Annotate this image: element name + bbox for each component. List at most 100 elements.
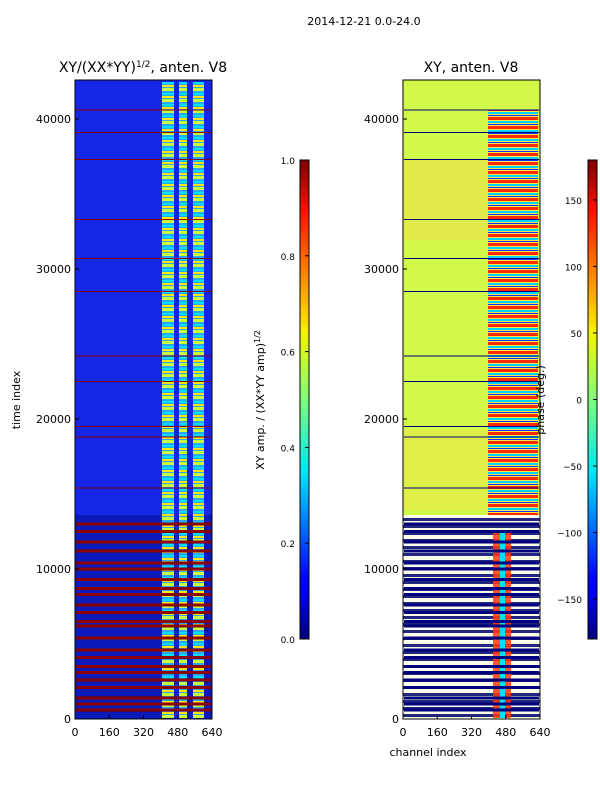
phase-xtick-label: 0 — [400, 726, 407, 739]
phase-flagged-band — [404, 567, 539, 571]
amp-xtick-label: 160 — [99, 726, 120, 739]
phase-center-track-inner — [500, 530, 505, 718]
amp-flagged-band — [76, 355, 211, 357]
amp-flagged-band — [76, 436, 211, 438]
phase-colorbar-tick-label: 100 — [565, 263, 582, 273]
phase-colorbar-tick-label: −100 — [557, 530, 582, 540]
phase-panel: XY, anten. V8 0 160 320 480 640 0 10000 20000 3… — [364, 60, 598, 759]
amp-ytick-label: 40000 — [36, 113, 71, 126]
amp-colorbar-tick-label: 0.6 — [281, 349, 296, 359]
phase-flagged-band — [404, 624, 539, 628]
amp-flagged-band — [76, 656, 211, 659]
amp-flagged-band — [76, 258, 211, 259]
amp-colorbar-tick-label: 0.4 — [281, 444, 296, 454]
phase-flagged-band — [404, 426, 539, 427]
amp-x-axis: 0 160 320 480 640 — [72, 715, 223, 739]
amp-flagged-band — [76, 678, 211, 682]
amp-flagged-band — [76, 549, 211, 553]
amp-flagged-band — [76, 648, 211, 652]
amp-xtick-label: 480 — [167, 726, 188, 739]
phase-left-haze — [403, 160, 488, 240]
phase-colorbar-tick-label: −50 — [563, 463, 582, 473]
phase-xtick-label: 320 — [461, 726, 482, 739]
amp-flagged-band — [76, 620, 211, 623]
phase-flagged-band — [404, 487, 539, 489]
phase-flagged-band — [404, 696, 539, 700]
phase-flagged-bands — [404, 109, 539, 712]
phase-flagged-band — [404, 648, 539, 652]
amp-bright-column — [193, 82, 204, 718]
phase-flagged-band — [404, 549, 539, 553]
phase-flagged-band — [404, 620, 539, 623]
amp-flagged-band — [76, 665, 211, 668]
amp-flagged-band — [76, 159, 211, 160]
amp-flagged-band — [76, 636, 211, 640]
phase-flagged-band — [404, 611, 539, 614]
amp-flagged-band — [76, 671, 211, 674]
amp-colorbar-tick-label: 0.0 — [281, 636, 296, 646]
amp-flagged-band — [76, 132, 211, 133]
amp-colorbar-label: XY amp. / (XX*YY amp)1/2 — [253, 330, 267, 470]
phase-flagged-band — [404, 593, 539, 596]
phase-colorbar-tick-label: 0 — [576, 397, 582, 407]
amp-flagged-band — [76, 611, 211, 614]
amp-flagged-band — [76, 578, 211, 581]
phase-flagged-band — [404, 291, 539, 292]
amp-flagged-band — [76, 540, 211, 544]
phase-title: XY, anten. V8 — [424, 60, 519, 76]
phase-flagged-band — [404, 603, 539, 607]
phase-flagged-band — [404, 678, 539, 682]
phase-xtick-label: 640 — [530, 726, 551, 739]
amp-colorbar-tick-label: 1.0 — [281, 157, 296, 167]
phase-flagged-band — [404, 436, 539, 438]
phase-y-axis: 0 10000 20000 30000 40000 — [364, 113, 407, 726]
phase-colorbar-tick-label: 50 — [571, 330, 583, 340]
amp-flagged-band — [76, 561, 211, 565]
phase-flagged-band — [404, 530, 539, 533]
amp-colorbar-tick-label: 0.2 — [281, 540, 295, 550]
phase-flagged-band — [404, 587, 539, 590]
phase-flagged-band — [404, 708, 539, 712]
phase-flagged-band — [404, 159, 539, 160]
phase-ytick-label: 10000 — [364, 563, 399, 576]
phase-ytick-label: 0 — [392, 713, 399, 726]
phase-flagged-band — [404, 258, 539, 259]
phase-colorbar-label: phase (deg.) — [534, 365, 547, 435]
amp-background-dark — [75, 515, 212, 719]
phase-ytick-label: 40000 — [364, 113, 399, 126]
phase-flagged-band — [404, 686, 539, 689]
phase-flagged-band — [404, 665, 539, 668]
phase-flagged-band — [404, 561, 539, 565]
amp-flagged-band — [76, 603, 211, 607]
phase-ytick-label: 30000 — [364, 263, 399, 276]
phase-flagged-band — [404, 656, 539, 659]
phase-left-haze — [403, 430, 488, 510]
amp-colorbar-tick-label: 0.8 — [281, 253, 296, 263]
phase-colorbar-tick-label: −150 — [557, 596, 582, 606]
amp-colorbar: 0.0 0.2 0.4 0.6 0.8 1.0 XY amp. / (XX*YY amp)… — [253, 157, 310, 646]
phase-flagged-band — [404, 702, 539, 706]
amp-flagged-band — [76, 381, 211, 382]
phase-ytick-label: 20000 — [364, 413, 399, 426]
amp-center-gap — [175, 82, 178, 718]
amp-bright-column — [162, 82, 174, 718]
phase-xtick-label: 160 — [427, 726, 448, 739]
amp-flagged-band — [76, 522, 211, 526]
amp-flagged-band — [76, 702, 211, 706]
phase-flagged-band — [404, 381, 539, 382]
amp-flagged-band — [76, 291, 211, 292]
phase-colorbar-tick-label: 150 — [565, 197, 582, 207]
amp-title: XY/(XX*YY)1/2, anten. V8 — [59, 60, 227, 76]
amplitude-panel: XY/(XX*YY)1/2, anten. V8 0 160 320 480 640 0… — [10, 60, 310, 739]
amp-flagged-bands — [76, 109, 211, 712]
phase-colorbar-ticks: 150 100 50 0 −50 −100 −150 — [557, 197, 597, 606]
figure-title: 2014-12-21 0.0-24.0 — [307, 15, 420, 28]
amp-heatmap — [74, 79, 213, 720]
amp-flagged-band — [76, 587, 211, 590]
phase-xlabel: channel index — [389, 746, 467, 759]
amp-ytick-label: 10000 — [36, 563, 71, 576]
amp-flagged-band — [76, 708, 211, 712]
amp-flagged-band — [76, 686, 211, 689]
phase-flagged-band — [404, 540, 539, 544]
